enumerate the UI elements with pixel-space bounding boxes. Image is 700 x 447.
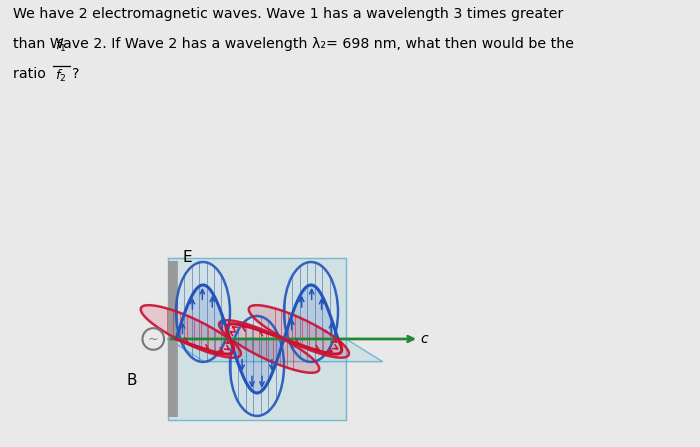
Text: E: E xyxy=(183,250,192,265)
Text: We have 2 electromagnetic waves. Wave 1 has a wavelength 3 times greater: We have 2 electromagnetic waves. Wave 1 … xyxy=(13,7,563,21)
Text: $f_2$: $f_2$ xyxy=(55,67,66,84)
Text: c: c xyxy=(420,332,428,346)
Polygon shape xyxy=(248,305,349,358)
Polygon shape xyxy=(141,305,241,358)
Text: ratio: ratio xyxy=(13,67,50,80)
Polygon shape xyxy=(168,339,383,362)
Polygon shape xyxy=(168,258,346,420)
Text: than Wave 2. If Wave 2 has a wavelength λ₂= 698 nm, what then would be the: than Wave 2. If Wave 2 has a wavelength … xyxy=(13,37,573,51)
Text: $f_1$: $f_1$ xyxy=(55,38,66,54)
Text: ?: ? xyxy=(72,67,80,80)
Text: ~: ~ xyxy=(148,333,158,346)
Polygon shape xyxy=(219,320,319,373)
Text: B: B xyxy=(126,373,136,388)
